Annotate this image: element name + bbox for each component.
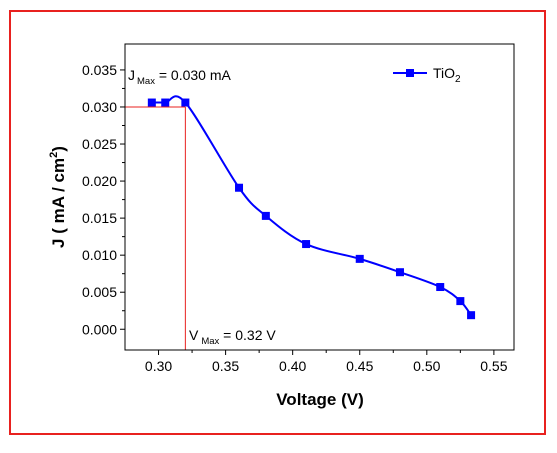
data-point bbox=[161, 98, 170, 107]
vmax-text: = 0.32 V bbox=[219, 327, 276, 343]
x-tick-label: 0.40 bbox=[279, 358, 306, 374]
legend-marker bbox=[406, 69, 414, 77]
guide-lines bbox=[125, 106, 186, 350]
legend-label: TiO2 bbox=[433, 65, 461, 85]
y-axis-title-sup: 2 bbox=[48, 152, 60, 158]
y-tick-label: 0.025 bbox=[82, 136, 117, 152]
x-tick-label: 0.35 bbox=[212, 358, 239, 374]
x-axis-title: Voltage (V) bbox=[276, 390, 364, 409]
y-tick-label: 0.010 bbox=[82, 247, 117, 263]
vmax-sub: Max bbox=[201, 336, 219, 347]
figure-frame bbox=[9, 10, 546, 435]
plot-area bbox=[124, 43, 515, 351]
x-tick-label: 0.55 bbox=[480, 358, 507, 374]
series-tio2 bbox=[147, 95, 476, 320]
y-tick-label: 0.005 bbox=[82, 284, 117, 300]
data-point bbox=[181, 98, 190, 107]
y-axis-title: J ( mA / cm2) bbox=[48, 146, 68, 248]
jmax-text: = 0.030 mA bbox=[155, 67, 232, 83]
legend-label-sub: 2 bbox=[455, 74, 461, 85]
series-line bbox=[151, 95, 472, 316]
y-tick-label: 0.000 bbox=[82, 321, 117, 337]
data-point bbox=[467, 311, 476, 320]
data-point bbox=[261, 211, 270, 220]
x-tick-label: 0.50 bbox=[413, 358, 440, 374]
jmax-sub: Max bbox=[137, 76, 155, 87]
data-point bbox=[355, 254, 364, 263]
y-tick-label: 0.020 bbox=[82, 173, 117, 189]
y-axis-title-close: ) bbox=[49, 146, 68, 152]
x-axis: 0.30 0.35 0.40 0.45 0.50 0.55 bbox=[145, 350, 508, 374]
jmax-prefix: J bbox=[128, 67, 135, 83]
y-axis: 0.000 0.005 0.010 0.015 0.020 0.025 0.030 0.035 bbox=[82, 62, 125, 337]
data-point bbox=[395, 268, 404, 277]
data-point bbox=[302, 240, 311, 249]
legend: TiO2 bbox=[393, 65, 461, 85]
x-tick-label: 0.45 bbox=[346, 358, 373, 374]
jmax-annotation: J Max = 0.030 mA bbox=[128, 67, 231, 87]
vmax-prefix: V bbox=[189, 327, 199, 343]
y-axis-title-main: J ( mA / cm bbox=[49, 158, 68, 248]
legend-label-main: TiO bbox=[433, 65, 455, 81]
data-point bbox=[436, 283, 445, 292]
y-tick-label: 0.030 bbox=[82, 99, 117, 115]
data-point bbox=[235, 183, 244, 192]
y-tick-label: 0.015 bbox=[82, 210, 117, 226]
data-point bbox=[147, 98, 156, 107]
y-tick-label: 0.035 bbox=[82, 62, 117, 78]
vmax-annotation: V Max = 0.32 V bbox=[189, 327, 276, 347]
x-tick-label: 0.30 bbox=[145, 358, 172, 374]
data-point bbox=[456, 297, 465, 306]
